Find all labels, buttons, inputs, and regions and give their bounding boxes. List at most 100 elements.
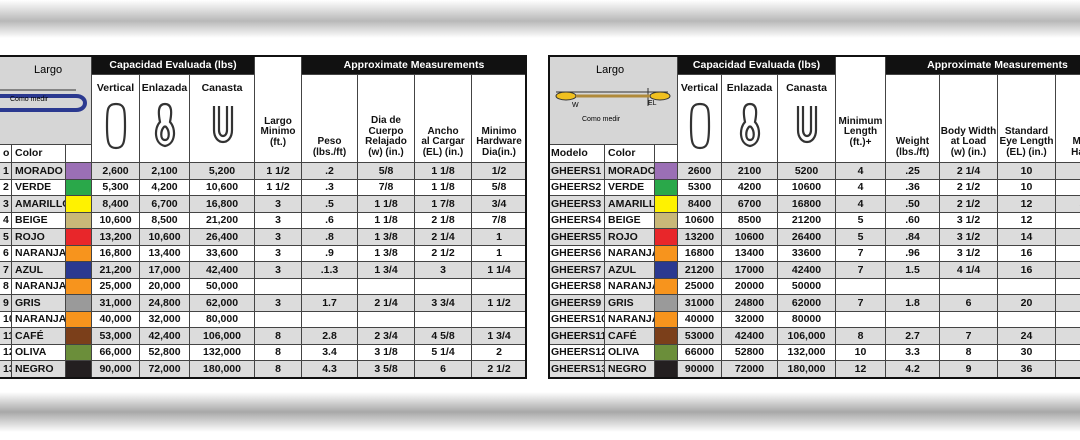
table-cell: 17000	[722, 262, 778, 279]
table-cell: 1	[1056, 245, 1080, 262]
table-cell: 1	[1056, 295, 1080, 312]
table-cell: 25,000	[92, 278, 140, 295]
table-cell	[255, 278, 302, 295]
table-cell: 52,800	[140, 344, 190, 361]
table-cell: 72000	[722, 361, 778, 378]
table-cell: 3/4	[472, 196, 527, 213]
table-cell: 26,400	[190, 229, 255, 246]
table-cell: 1	[1056, 328, 1080, 345]
table-cell: 2	[472, 344, 527, 361]
sling-icon	[739, 102, 761, 148]
shadow	[0, 392, 1080, 432]
table-cell: 10	[998, 163, 1056, 180]
color-swatch	[655, 229, 678, 246]
color-swatch	[66, 196, 92, 213]
column-header: Largo Minimo (ft.)	[255, 56, 302, 163]
table-cell: 16	[998, 245, 1056, 262]
table-cell: 90,000	[92, 361, 140, 378]
sling-icon	[105, 102, 127, 150]
diagram-label: Como medir	[582, 116, 621, 123]
column-header: Enlazada	[140, 75, 190, 163]
table-cell: 1/2	[472, 163, 527, 180]
color-swatch	[655, 278, 678, 295]
color-swatch	[66, 344, 92, 361]
table-cell: 7	[1056, 212, 1080, 229]
table-cell: GRIS	[12, 295, 66, 312]
table-cell: 10	[998, 179, 1056, 196]
column-header: Standard Eye Length (EL) (in.)	[998, 75, 1056, 163]
table-cell: 16	[998, 262, 1056, 279]
table-cell: 1 1/2	[255, 179, 302, 196]
table-cell: 2 1/4	[415, 229, 472, 246]
table-cell: 62,000	[190, 295, 255, 312]
color-swatch	[655, 344, 678, 361]
color-swatch	[66, 328, 92, 345]
table-cell: 6	[940, 295, 998, 312]
table-cell: 20000	[722, 278, 778, 295]
table-cell: 3	[255, 262, 302, 279]
shadow	[0, 0, 1080, 38]
table-cell: .5	[302, 196, 358, 213]
table-cell: 8400	[678, 196, 722, 213]
table-cell: 9	[940, 361, 998, 378]
table-cell: 2,100	[140, 163, 190, 180]
table-cell: 3	[255, 212, 302, 229]
table-cell	[940, 311, 998, 328]
table-cell: 7	[0, 262, 12, 279]
group-header: Approximate Measurements	[302, 56, 527, 75]
table-cell: 1 1/2	[472, 295, 527, 312]
table-cell: GHEERS10	[548, 311, 605, 328]
diagram-label: EL	[648, 100, 657, 107]
table-cell: 4	[836, 179, 886, 196]
table-cell	[886, 278, 940, 295]
sling-diagram	[555, 88, 671, 106]
table-cell: NARANJA	[12, 311, 66, 328]
table-cell: 13	[0, 361, 12, 378]
table-cell: 1.8	[886, 295, 940, 312]
table-cell: 11	[0, 328, 12, 345]
table-cell: 132,000	[778, 344, 836, 361]
table-cell: 1 3/4	[472, 328, 527, 345]
table-cell: 2 1/8	[415, 212, 472, 229]
table-cell: GHEERS4	[548, 212, 605, 229]
color-swatch	[66, 262, 92, 279]
table-cell: .8	[302, 229, 358, 246]
color-swatch	[655, 262, 678, 279]
diagram-label: W	[572, 102, 579, 109]
table-cell: GHEERS8	[548, 278, 605, 295]
table-cell: 4	[0, 212, 12, 229]
color-swatch	[66, 278, 92, 295]
table-cell: 31000	[678, 295, 722, 312]
swatch-header	[66, 145, 92, 163]
column-header: Canasta	[190, 75, 255, 163]
table-cell: .1.3	[302, 262, 358, 279]
table-cell: 50,000	[190, 278, 255, 295]
color-swatch	[66, 229, 92, 246]
table-cell: 3 1/2	[940, 245, 998, 262]
table-cell: 16800	[778, 196, 836, 213]
table-cell: 40,000	[92, 311, 140, 328]
table-cell: 3	[255, 295, 302, 312]
color-swatch	[66, 179, 92, 196]
table-cell: GHEERS6	[548, 245, 605, 262]
table-cell: 42,400	[140, 328, 190, 345]
table-cell: OLIVA	[605, 344, 655, 361]
table-cell	[358, 311, 415, 328]
table-cell: 1 3/4	[358, 262, 415, 279]
table-cell: 5200	[778, 163, 836, 180]
table-cell: AMARILLO	[605, 196, 655, 213]
color-swatch	[655, 245, 678, 262]
column-header: Mini Hard	[1056, 75, 1080, 163]
table-cell: GHEERS12	[548, 344, 605, 361]
table-cell: .25	[886, 163, 940, 180]
table-cell: 24,800	[140, 295, 190, 312]
table-cell: 2,600	[92, 163, 140, 180]
table-cell	[1056, 311, 1080, 328]
table-cell: 132,000	[190, 344, 255, 361]
table-cell: 7/8	[472, 212, 527, 229]
table-cell: MORADO	[605, 163, 655, 180]
table-cell: 33,600	[190, 245, 255, 262]
table-cell: 12	[998, 196, 1056, 213]
table-cell: 32000	[722, 311, 778, 328]
